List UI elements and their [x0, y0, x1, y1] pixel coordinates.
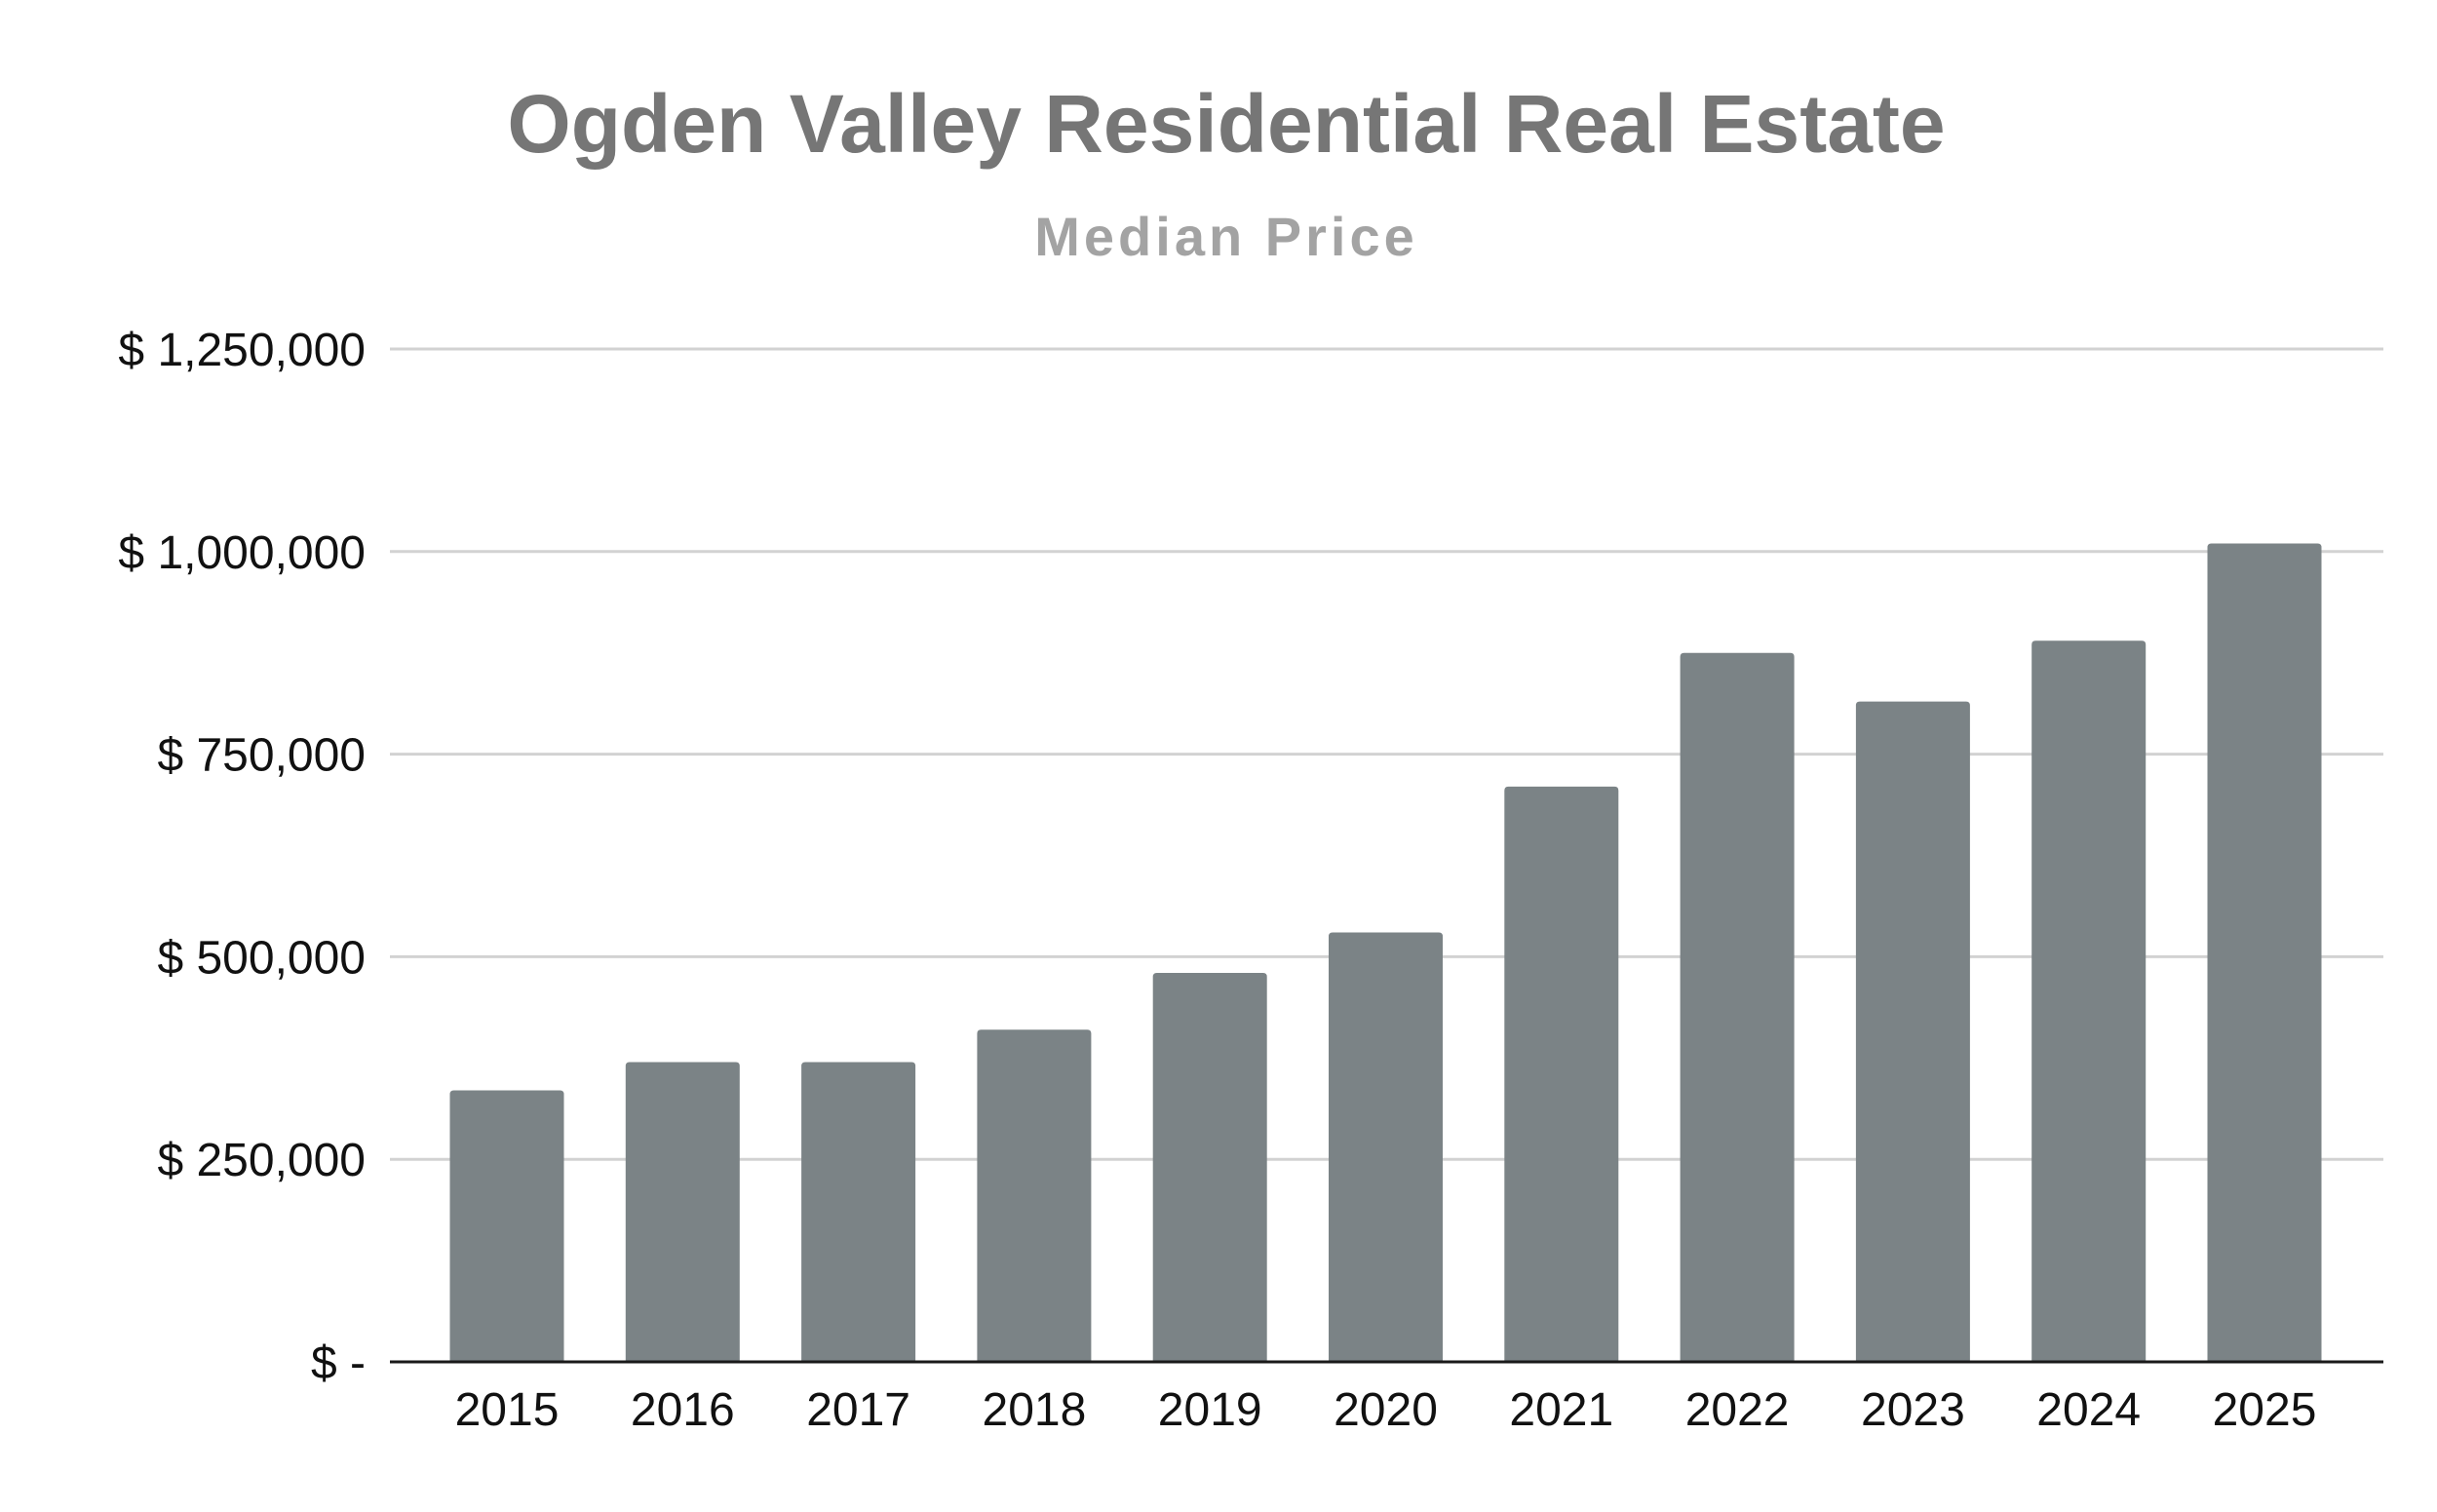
x-tick-label-2022: 2022 — [1685, 1384, 1790, 1436]
y-tick-label: $ 250,000 — [157, 1135, 366, 1186]
x-tick-label-2024: 2024 — [2036, 1384, 2141, 1436]
x-tick-label-2018: 2018 — [983, 1384, 1087, 1436]
x-tick-label-2017: 2017 — [806, 1384, 910, 1436]
x-axis-tick-labels: 2015 2016 2017 2018 2019 2020 2021 2022 2023 2024… — [455, 1384, 2317, 1436]
bars — [449, 543, 2322, 1362]
x-tick-label-2020: 2020 — [1334, 1384, 1438, 1436]
bar-2025 — [2207, 543, 2322, 1362]
x-tick-label-2023: 2023 — [1861, 1384, 1965, 1436]
x-tick-label-2019: 2019 — [1158, 1384, 1262, 1436]
bar-2022 — [1680, 652, 1795, 1362]
y-tick-label: $ 500,000 — [157, 932, 366, 984]
bar-2015 — [449, 1090, 564, 1362]
x-tick-label-2015: 2015 — [455, 1384, 560, 1436]
bar-2020 — [1329, 932, 1443, 1362]
y-tick-label: $ 750,000 — [157, 730, 366, 782]
bar-2019 — [1152, 973, 1267, 1362]
x-tick-label-2025: 2025 — [2213, 1384, 2317, 1436]
chart-title: Ogden Valley Residential Real Estate — [507, 78, 1945, 170]
y-axis-tick-labels: $ - $ 250,000 $ 500,000 $ 750,000 $ 1,000,00… — [118, 325, 366, 1389]
bar-2016 — [625, 1062, 740, 1362]
bar-2017 — [801, 1062, 916, 1362]
x-tick-label-2016: 2016 — [631, 1384, 735, 1436]
bar-2018 — [977, 1029, 1092, 1362]
x-tick-label-2021: 2021 — [1509, 1384, 1613, 1436]
y-tick-label: $ 1,250,000 — [118, 325, 366, 376]
y-tick-label: $ - — [311, 1338, 366, 1389]
bar-2024 — [2031, 640, 2147, 1362]
chart-subtitle: Median Price — [1034, 206, 1417, 267]
bar-2023 — [1855, 701, 1970, 1362]
y-tick-label: $ 1,000,000 — [118, 527, 366, 579]
bar-2021 — [1504, 786, 1619, 1362]
